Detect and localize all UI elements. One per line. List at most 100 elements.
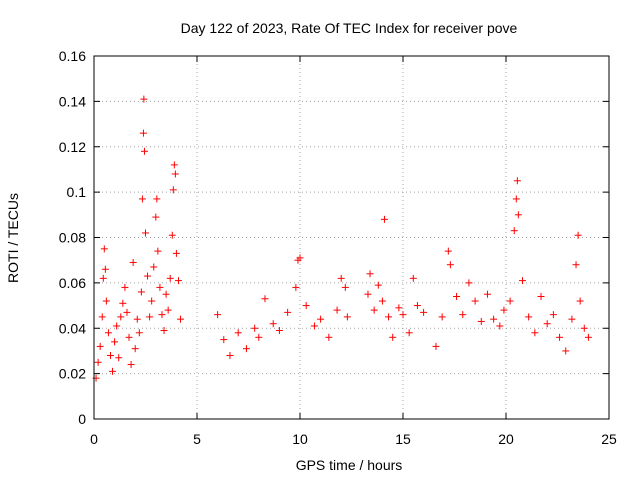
data-point bbox=[432, 342, 440, 350]
data-point bbox=[150, 263, 158, 271]
data-point bbox=[119, 299, 127, 307]
data-point bbox=[513, 177, 521, 185]
data-point bbox=[518, 277, 526, 285]
data-point bbox=[378, 297, 386, 305]
data-point bbox=[127, 361, 135, 369]
data-point bbox=[234, 329, 242, 337]
data-point bbox=[177, 315, 185, 323]
data-point bbox=[296, 254, 304, 262]
data-point bbox=[568, 315, 576, 323]
data-point bbox=[152, 213, 160, 221]
data-point bbox=[325, 333, 333, 341]
data-point bbox=[531, 329, 539, 337]
data-point bbox=[543, 320, 551, 328]
y-tick-label: 0.16 bbox=[59, 48, 86, 64]
x-tick-label: 15 bbox=[395, 431, 411, 447]
y-tick-label: 0.02 bbox=[59, 366, 86, 382]
data-point bbox=[343, 313, 351, 321]
data-point bbox=[142, 229, 149, 237]
data-point bbox=[438, 313, 446, 321]
data-point bbox=[496, 322, 504, 330]
data-point bbox=[572, 261, 580, 269]
data-point bbox=[399, 311, 407, 319]
data-point bbox=[584, 333, 592, 341]
data-point bbox=[446, 261, 454, 269]
data-point bbox=[109, 367, 117, 375]
data-point bbox=[366, 270, 374, 278]
data-point bbox=[129, 258, 137, 266]
data-point bbox=[156, 283, 164, 291]
data-point bbox=[269, 320, 277, 328]
data-point bbox=[131, 345, 139, 353]
y-tick-label: 0.04 bbox=[59, 320, 86, 336]
data-point bbox=[146, 313, 154, 321]
data-point bbox=[138, 195, 146, 203]
data-point bbox=[333, 306, 341, 314]
y-tick-label: 0.1 bbox=[67, 184, 87, 200]
data-point bbox=[580, 324, 588, 332]
x-tick-label: 20 bbox=[498, 431, 514, 447]
x-tick-label: 25 bbox=[601, 431, 617, 447]
data-point bbox=[574, 231, 582, 239]
data-point bbox=[576, 297, 584, 305]
data-point bbox=[174, 277, 182, 285]
axes: 0 5 10 15 20 25 0 0.02 0.04 0.06 0.08 0.1 0.12 0.14 0.… bbox=[59, 48, 617, 447]
data-point bbox=[302, 302, 310, 310]
data-point bbox=[164, 306, 172, 314]
data-point bbox=[251, 324, 259, 332]
data-point bbox=[170, 161, 178, 169]
data-point bbox=[111, 338, 119, 346]
data-point bbox=[483, 290, 491, 298]
data-point bbox=[562, 347, 570, 355]
data-point bbox=[98, 313, 106, 321]
data-point bbox=[275, 327, 283, 335]
data-point bbox=[102, 297, 110, 305]
chart-title: Day 122 of 2023, Rate Of TEC Index for r… bbox=[181, 20, 518, 36]
data-point bbox=[500, 306, 508, 314]
y-tick-label: 0.06 bbox=[59, 275, 86, 291]
data-point bbox=[556, 333, 564, 341]
data-point bbox=[133, 315, 141, 323]
data-point bbox=[420, 308, 428, 316]
data-point bbox=[220, 336, 228, 344]
data-point bbox=[471, 297, 479, 305]
data-point bbox=[137, 288, 145, 296]
data-point bbox=[490, 315, 498, 323]
data-point bbox=[506, 297, 514, 305]
data-point bbox=[113, 322, 121, 330]
data-point bbox=[310, 322, 318, 330]
data-point bbox=[96, 342, 104, 350]
data-point bbox=[171, 170, 179, 178]
data-point bbox=[514, 211, 522, 219]
data-point bbox=[168, 231, 176, 239]
y-tick-label: 0.14 bbox=[59, 93, 86, 109]
data-point bbox=[385, 313, 393, 321]
plot-frame bbox=[93, 55, 610, 420]
data-point bbox=[512, 195, 520, 203]
y-tick-label: 0.08 bbox=[59, 230, 86, 246]
data-point bbox=[99, 274, 107, 282]
data-point bbox=[409, 274, 417, 282]
data-point bbox=[106, 351, 114, 359]
data-point bbox=[94, 358, 102, 366]
data-point bbox=[121, 283, 129, 291]
data-point bbox=[444, 247, 452, 255]
data-point bbox=[226, 351, 234, 359]
data-point bbox=[115, 354, 123, 362]
data-point bbox=[364, 290, 372, 298]
data-point bbox=[104, 329, 112, 337]
data-point bbox=[292, 283, 300, 291]
data-point bbox=[341, 283, 349, 291]
data-point bbox=[510, 227, 518, 235]
data-point bbox=[242, 345, 250, 353]
x-tick-label: 10 bbox=[292, 431, 308, 447]
data-point bbox=[284, 308, 292, 316]
x-axis-title: GPS time / hours bbox=[296, 457, 403, 473]
data-point bbox=[459, 311, 467, 319]
data-point bbox=[153, 195, 161, 203]
data-point bbox=[139, 129, 147, 137]
data-point bbox=[154, 247, 162, 255]
data-point bbox=[317, 315, 325, 323]
data-point bbox=[380, 215, 388, 223]
data-point bbox=[537, 292, 545, 300]
